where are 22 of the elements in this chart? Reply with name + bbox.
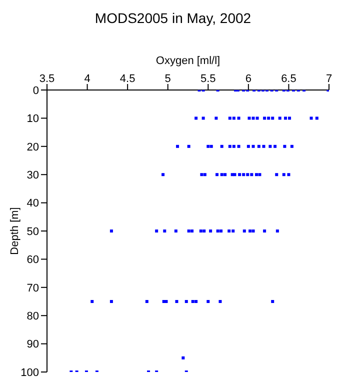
x-tick-label: 4.5 — [120, 73, 136, 85]
y-tick-label: 80 — [26, 310, 39, 323]
y-tick-label: 10 — [26, 113, 39, 126]
x-tick-label: 5.5 — [200, 73, 216, 85]
x-tick-label: 7 — [326, 73, 332, 85]
y-tick-label: 50 — [26, 226, 39, 238]
y-tick-label: 90 — [26, 338, 39, 351]
x-tick-label: 6 — [245, 73, 252, 85]
x-tick-label: 5 — [164, 73, 171, 85]
x-tick-label: 6.5 — [281, 73, 296, 85]
y-tick-label: 30 — [26, 170, 39, 182]
y-tick-label: 20 — [26, 141, 39, 154]
y-axis-title: Depth [m] — [9, 207, 21, 255]
y-tick-label: 40 — [26, 198, 39, 210]
x-axis-title: Oxygen [ml/l] — [156, 54, 220, 67]
y-tick-label: 60 — [26, 254, 39, 266]
y-tick-label: 100 — [20, 366, 39, 379]
chart-title: MODS2005 in May, 2002 — [94, 10, 252, 26]
x-tick-label: 4 — [84, 73, 90, 85]
x-tick-label: 3.5 — [39, 73, 55, 85]
y-tick-label: 0 — [32, 84, 39, 97]
y-tick-label: 70 — [26, 282, 39, 294]
